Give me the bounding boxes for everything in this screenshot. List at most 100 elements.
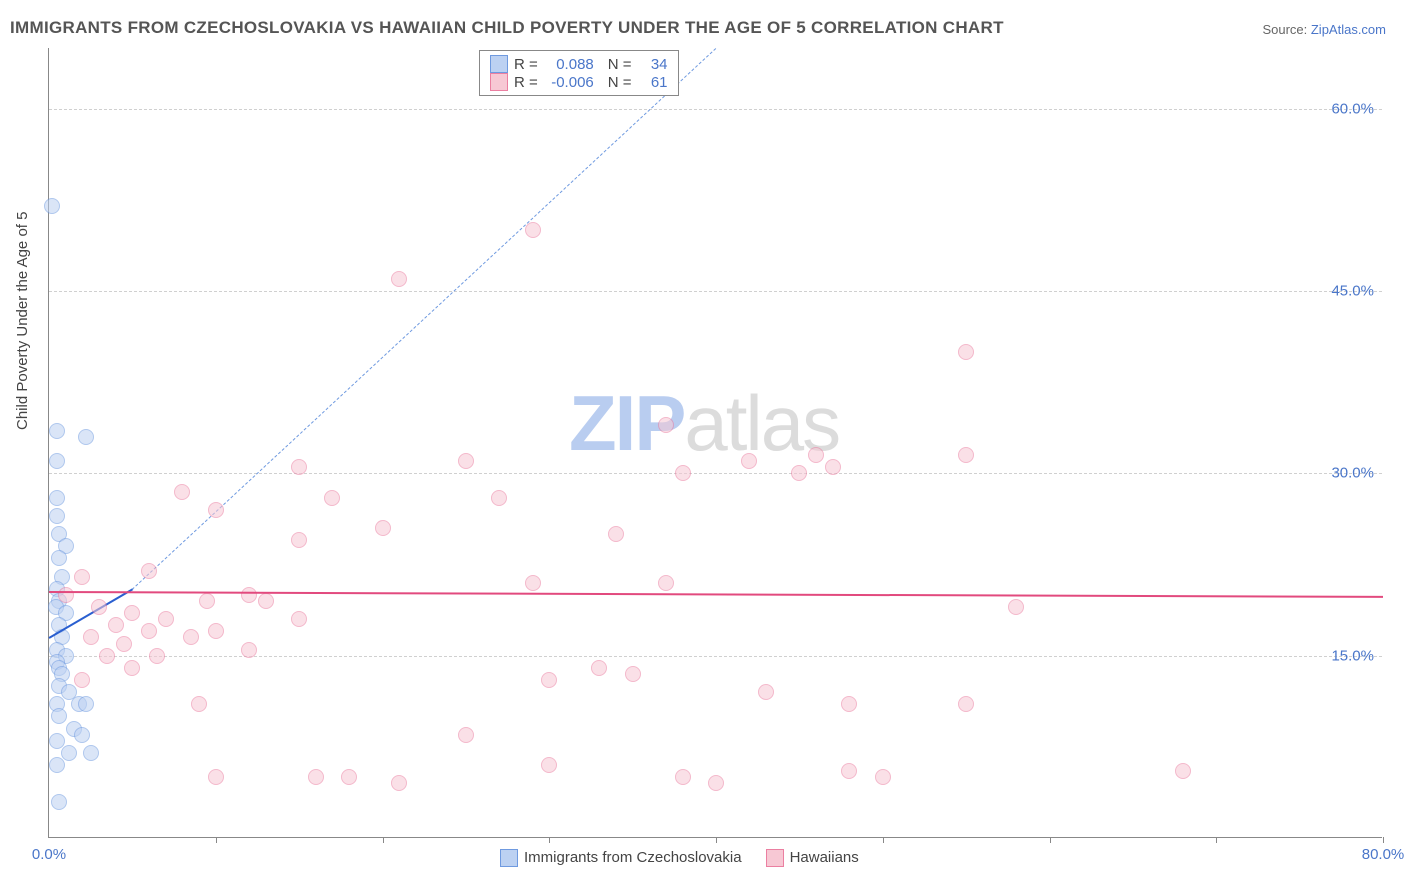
data-point xyxy=(208,623,224,639)
data-point xyxy=(199,593,215,609)
data-point xyxy=(49,757,65,773)
data-point xyxy=(958,447,974,463)
legend-bottom: Immigrants from Czechoslovakia Hawaiians xyxy=(500,849,859,867)
chart-plot-area: ZIPatlas 15.0%30.0%45.0%60.0%0.0%80.0%R … xyxy=(48,48,1382,838)
y-tick-label: 30.0% xyxy=(1331,465,1374,482)
data-point xyxy=(99,648,115,664)
data-point xyxy=(458,453,474,469)
data-point xyxy=(291,611,307,627)
data-point xyxy=(208,502,224,518)
x-tick-mark xyxy=(1383,837,1384,843)
data-point xyxy=(208,769,224,785)
data-point xyxy=(708,775,724,791)
data-point xyxy=(875,769,891,785)
data-point xyxy=(324,490,340,506)
data-point xyxy=(83,745,99,761)
data-point xyxy=(44,198,60,214)
x-tick-mark xyxy=(1050,837,1051,843)
legend-r-value: 0.088 xyxy=(544,56,594,73)
data-point xyxy=(78,696,94,712)
data-point xyxy=(841,763,857,779)
watermark: ZIPatlas xyxy=(569,378,839,469)
data-point xyxy=(341,769,357,785)
data-point xyxy=(74,727,90,743)
data-point xyxy=(74,569,90,585)
data-point xyxy=(958,696,974,712)
data-point xyxy=(74,672,90,688)
gridline-horizontal xyxy=(49,473,1382,474)
data-point xyxy=(1175,763,1191,779)
data-point xyxy=(675,769,691,785)
data-point xyxy=(391,271,407,287)
source-attribution: Source: ZipAtlas.com xyxy=(1262,22,1386,37)
data-point xyxy=(158,611,174,627)
data-point xyxy=(675,465,691,481)
data-point xyxy=(1008,599,1024,615)
gridline-horizontal xyxy=(49,109,1382,110)
data-point xyxy=(108,617,124,633)
y-axis-label: Child Poverty Under the Age of 5 xyxy=(14,212,31,430)
legend-stats-row: R =-0.006N =61 xyxy=(490,73,668,91)
data-point xyxy=(149,648,165,664)
x-tick-label: 0.0% xyxy=(32,846,66,863)
x-tick-mark xyxy=(383,837,384,843)
data-point xyxy=(658,575,674,591)
legend-item-label: Immigrants from Czechoslovakia xyxy=(524,849,742,866)
data-point xyxy=(124,605,140,621)
data-point xyxy=(174,484,190,500)
data-point xyxy=(49,508,65,524)
x-tick-mark xyxy=(716,837,717,843)
data-point xyxy=(83,629,99,645)
x-tick-mark xyxy=(549,837,550,843)
data-point xyxy=(308,769,324,785)
legend-item: Immigrants from Czechoslovakia xyxy=(500,849,742,867)
data-point xyxy=(658,417,674,433)
legend-n-label: N = xyxy=(608,56,632,73)
y-tick-label: 60.0% xyxy=(1331,100,1374,117)
data-point xyxy=(49,423,65,439)
data-point xyxy=(591,660,607,676)
data-point xyxy=(625,666,641,682)
data-point xyxy=(291,532,307,548)
legend-swatch xyxy=(490,73,508,91)
data-point xyxy=(291,459,307,475)
data-point xyxy=(116,636,132,652)
data-point xyxy=(78,429,94,445)
data-point xyxy=(191,696,207,712)
data-point xyxy=(758,684,774,700)
data-point xyxy=(791,465,807,481)
data-point xyxy=(141,623,157,639)
data-point xyxy=(51,708,67,724)
x-tick-mark xyxy=(883,837,884,843)
legend-stats: R = 0.088 N = 34R =-0.006N =61 xyxy=(479,50,679,96)
legend-swatch xyxy=(490,55,508,73)
data-point xyxy=(49,453,65,469)
data-point xyxy=(241,587,257,603)
data-point xyxy=(258,593,274,609)
data-point xyxy=(525,575,541,591)
data-point xyxy=(61,745,77,761)
legend-stats-row: R = 0.088 N = 34 xyxy=(490,55,668,73)
data-point xyxy=(958,344,974,360)
data-point xyxy=(825,459,841,475)
data-point xyxy=(841,696,857,712)
legend-r-label: R = xyxy=(514,56,538,73)
legend-n-value: 34 xyxy=(638,56,668,73)
legend-swatch xyxy=(500,849,518,867)
data-point xyxy=(458,727,474,743)
legend-item: Hawaiians xyxy=(766,849,859,867)
legend-item-label: Hawaiians xyxy=(790,849,859,866)
data-point xyxy=(58,587,74,603)
data-point xyxy=(241,642,257,658)
legend-r-value: -0.006 xyxy=(544,74,594,91)
source-label: Source: xyxy=(1262,22,1310,37)
data-point xyxy=(808,447,824,463)
data-point xyxy=(541,672,557,688)
data-point xyxy=(375,520,391,536)
data-point xyxy=(51,794,67,810)
legend-swatch xyxy=(766,849,784,867)
data-point xyxy=(91,599,107,615)
source-link[interactable]: ZipAtlas.com xyxy=(1311,22,1386,37)
chart-title: IMMIGRANTS FROM CZECHOSLOVAKIA VS HAWAII… xyxy=(10,18,1004,38)
data-point xyxy=(124,660,140,676)
